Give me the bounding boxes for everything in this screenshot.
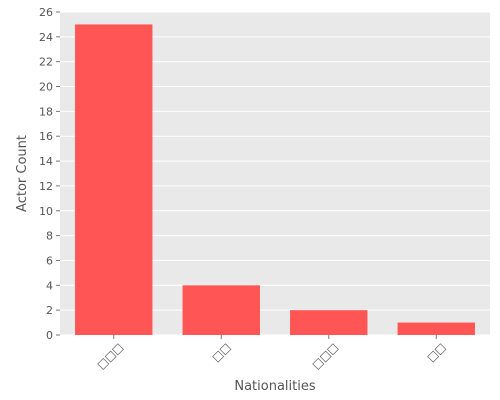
bar bbox=[182, 285, 260, 335]
y-tick-label: 12 bbox=[39, 180, 53, 193]
y-tick-label: 2 bbox=[46, 304, 53, 317]
y-axis-title: Actor Count bbox=[15, 135, 30, 212]
y-tick-label: 0 bbox=[46, 329, 53, 342]
x-axis-title: Nationalities bbox=[234, 379, 315, 394]
y-tick-label: 14 bbox=[39, 155, 53, 168]
x-tick-label: □□ bbox=[209, 341, 233, 365]
y-tick-label: 16 bbox=[39, 130, 53, 143]
y-tick-label: 22 bbox=[39, 56, 53, 69]
y-tick-label: 10 bbox=[39, 205, 53, 218]
y-tick-label: 20 bbox=[39, 81, 53, 94]
x-axis-ticks: □□□ □□ □□□ □□ bbox=[95, 335, 448, 372]
bar bbox=[290, 310, 368, 335]
bars bbox=[75, 24, 475, 336]
y-tick-label: 24 bbox=[39, 31, 53, 44]
x-tick-label: □□ bbox=[424, 341, 448, 365]
y-tick-label: 8 bbox=[46, 230, 53, 243]
bar bbox=[397, 322, 475, 335]
bar bbox=[75, 24, 153, 336]
y-tick-label: 6 bbox=[46, 254, 53, 267]
y-tick-label: 26 bbox=[39, 6, 53, 19]
x-tick-label: □□□ bbox=[310, 341, 341, 372]
x-tick-label: □□□ bbox=[95, 341, 126, 372]
y-tick-label: 18 bbox=[39, 105, 53, 118]
y-tick-label: 4 bbox=[46, 279, 53, 292]
